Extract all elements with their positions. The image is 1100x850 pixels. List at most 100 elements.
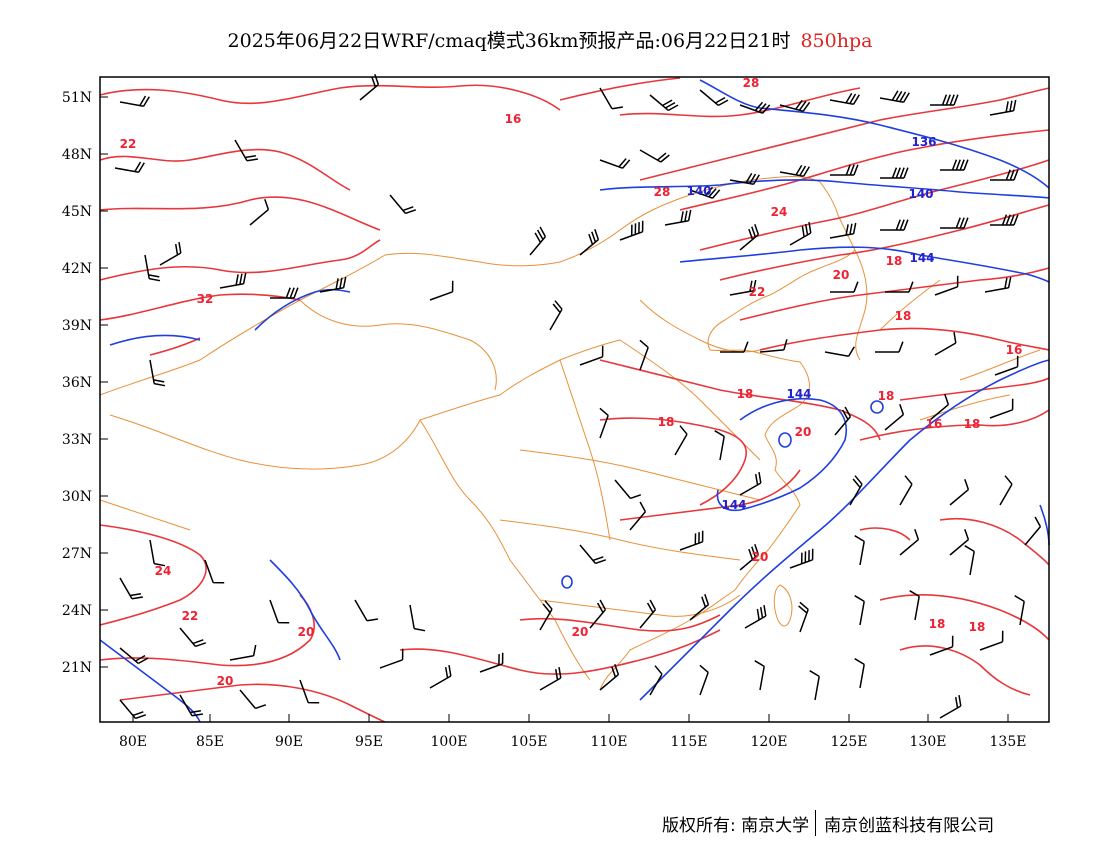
footer: 版权所有: 南京大学 南京创蓝科技有限公司 <box>662 810 994 836</box>
wind-barb <box>880 167 909 179</box>
wind-barb <box>229 644 257 661</box>
wind-barb <box>149 359 166 387</box>
wind-barb <box>319 276 347 293</box>
wind-barb <box>940 217 969 229</box>
temperature-contours <box>99 77 1050 723</box>
wind-barb <box>879 90 910 103</box>
wind-barb <box>829 93 860 105</box>
lon-label: 105E <box>511 734 548 750</box>
temp-contour <box>599 417 747 506</box>
wind-barb <box>830 164 859 176</box>
lat-label: 21N <box>62 660 92 676</box>
wind-barb <box>479 652 504 673</box>
temp-contour <box>619 469 801 521</box>
temperature-label: 28 <box>743 76 760 90</box>
wind-barb <box>929 635 954 656</box>
geo-contour <box>778 432 792 448</box>
wind-barb <box>990 214 1019 226</box>
geopotential-contours <box>99 79 1050 723</box>
wind-barb <box>579 228 600 256</box>
wind-barb <box>354 599 379 622</box>
wind-barb <box>249 198 270 226</box>
temp-contour <box>599 359 881 441</box>
wind-barb <box>964 545 975 576</box>
temperature-label: 22 <box>749 285 766 299</box>
map-background <box>100 77 1049 722</box>
wind-barb <box>854 535 865 566</box>
lon-label: 90E <box>275 734 303 750</box>
temp-contour <box>399 629 721 675</box>
temp-contour <box>99 239 381 281</box>
temp-contour <box>559 77 861 118</box>
geo-contour <box>679 246 1050 283</box>
wind-barb <box>614 479 642 500</box>
wind-barb <box>149 539 166 567</box>
geo-contour <box>254 288 351 331</box>
wind-barb <box>779 165 810 177</box>
wind-barb <box>949 528 970 556</box>
wind-barb <box>599 158 631 169</box>
temp-contour <box>99 196 381 231</box>
wind-barb <box>739 543 760 571</box>
temperature-label: 20 <box>298 625 315 639</box>
wind-barb <box>999 475 1013 506</box>
wind-barb <box>789 548 814 569</box>
wind-barb <box>549 300 563 331</box>
footer-copyright: 版权所有: 南京大学 <box>662 815 810 836</box>
wind-barb <box>899 528 920 556</box>
wind-barb <box>875 341 904 353</box>
axis-ticks: 80E 85E 90E 95E 100E 105E 110E 115E 120E 125E 130E… <box>62 90 1027 750</box>
wind-barb <box>830 281 859 293</box>
wind-barb <box>934 275 959 296</box>
wind-barb <box>429 280 454 301</box>
title-level: 850hpa <box>800 30 873 52</box>
taiwan <box>773 584 793 627</box>
province-lines <box>109 299 761 681</box>
wind-barb <box>885 281 914 293</box>
temperature-label: 16 <box>926 417 943 431</box>
temperature-label: 22 <box>182 609 199 623</box>
wind-barb <box>739 223 760 251</box>
wind-barb <box>739 101 771 114</box>
geo-contour <box>561 575 573 589</box>
wind-barb <box>359 73 380 101</box>
wind-barb <box>664 209 692 226</box>
wind-barb <box>809 670 820 701</box>
wind-barb <box>930 94 959 106</box>
wind-barb <box>854 595 865 626</box>
temperature-label: 20 <box>795 425 812 439</box>
wind-barb <box>389 194 417 215</box>
wind-barb <box>114 161 145 173</box>
title-main: 2025年06月22日WRF/cmaq模式36km预报产品:06月22日21时 <box>227 30 791 52</box>
geo-contour <box>599 179 1050 199</box>
wind-barb <box>829 222 857 239</box>
temperature-label: 20 <box>752 550 769 564</box>
wind-barb <box>849 475 863 506</box>
wind-barb <box>599 663 620 691</box>
temperature-label: 32 <box>197 292 214 306</box>
wind-barb <box>729 173 760 185</box>
wind-barb <box>994 355 1019 376</box>
geopotential-label: 144 <box>721 498 746 512</box>
wind-barb <box>204 559 225 584</box>
wind-barb <box>714 430 725 461</box>
wind-barb <box>270 287 299 299</box>
temperature-label: 18 <box>886 254 903 268</box>
lat-label: 33N <box>62 432 92 448</box>
wind-barb <box>639 149 670 163</box>
wind-barb <box>639 339 649 371</box>
temperature-label: 16 <box>505 112 522 126</box>
temp-contour <box>679 129 1050 211</box>
wind-barb <box>1014 595 1025 626</box>
temperature-label: 22 <box>120 137 137 151</box>
lon-label: 80E <box>119 734 147 750</box>
wind-barb <box>674 425 688 456</box>
temperature-label: 28 <box>654 185 671 199</box>
wind-barb <box>909 590 920 621</box>
temperature-label: 18 <box>878 389 895 403</box>
wind-barb <box>949 478 970 506</box>
temp-contour <box>99 148 351 191</box>
temperature-label: 18 <box>895 309 912 323</box>
lon-label: 85E <box>196 734 224 750</box>
wind-barb <box>699 664 709 696</box>
